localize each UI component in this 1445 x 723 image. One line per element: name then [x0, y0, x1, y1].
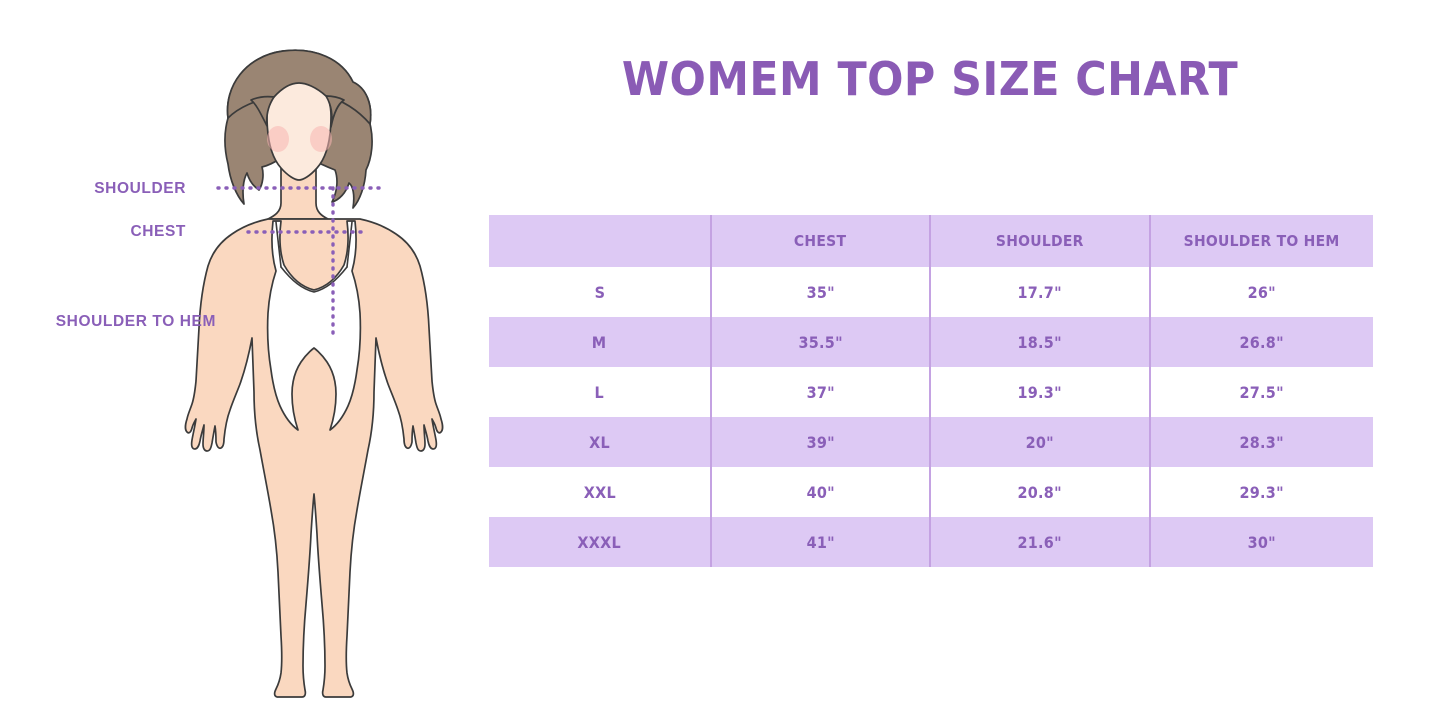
table-row: M 35.5" 18.5" 26.8"	[489, 317, 1373, 367]
cell-size: M	[489, 317, 711, 367]
cell-chest: 39"	[710, 417, 930, 467]
body-silhouette	[184, 218, 444, 698]
measure-label-chest: CHEST	[130, 223, 186, 240]
cell-size: XXL	[489, 467, 711, 517]
cell-shoulder: 18.5"	[929, 317, 1150, 367]
cell-shoulder-to-hem: 30"	[1149, 517, 1373, 567]
cell-size: XL	[489, 417, 711, 467]
cell-shoulder-to-hem-text: 26"	[1247, 282, 1277, 302]
column-header-shoulder: SHOULDER	[929, 215, 1150, 267]
cell-shoulder-to-hem-text: 29.3"	[1239, 482, 1285, 502]
cell-shoulder: 21.6"	[929, 517, 1150, 567]
table-row: L 37" 19.3" 27.5"	[489, 367, 1373, 417]
cell-shoulder: 20"	[929, 417, 1150, 467]
cell-shoulder-to-hem-text: 28.3"	[1239, 432, 1285, 452]
cell-chest-text: 41"	[806, 532, 835, 552]
cell-size: L	[489, 367, 711, 417]
table-row: XXXL 41" 21.6" 30"	[489, 517, 1373, 567]
cell-chest: 40"	[710, 467, 930, 517]
column-header-size	[489, 215, 711, 267]
column-header-chest-text: CHEST	[794, 232, 847, 250]
cell-chest-text: 35"	[806, 282, 835, 302]
cell-size-text: XXXL	[577, 532, 622, 552]
cheek-blush-left	[267, 126, 289, 152]
table-header-row: CHEST SHOULDER SHOULDER TO HEM	[489, 215, 1373, 267]
cell-chest-text: 40"	[806, 482, 835, 502]
cell-chest: 37"	[710, 367, 930, 417]
cell-chest-text: 37"	[806, 382, 835, 402]
camisole-garment	[266, 220, 362, 431]
strap-left	[275, 221, 282, 268]
column-header-chest: CHEST	[710, 215, 930, 267]
cell-chest: 41"	[710, 517, 930, 567]
measure-label-shoulder: SHOULDER	[94, 180, 186, 197]
neckline-curve	[280, 266, 348, 293]
body-figure-illustration	[150, 40, 470, 700]
table-row: XL 39" 20" 28.3"	[489, 417, 1373, 467]
cell-size: S	[489, 267, 711, 317]
size-chart-table: CHEST SHOULDER SHOULDER TO HEM S 35" 17.…	[489, 215, 1373, 567]
cell-shoulder-to-hem-text: 26.8"	[1239, 332, 1285, 352]
column-header-shoulder-to-hem-text: SHOULDER TO HEM	[1184, 232, 1340, 250]
cell-shoulder-to-hem: 26"	[1149, 267, 1373, 317]
cell-shoulder-text: 21.6"	[1017, 532, 1063, 552]
cell-shoulder-to-hem: 26.8"	[1149, 317, 1373, 367]
cell-shoulder-text: 20"	[1025, 432, 1055, 452]
cell-size-text: L	[594, 382, 605, 402]
cell-chest: 35"	[710, 267, 930, 317]
cell-shoulder-text: 20.8"	[1017, 482, 1063, 502]
measure-label-shoulder-to-hem: SHOULDER TO HEM	[55, 313, 216, 330]
cell-size-text: XXL	[583, 482, 616, 502]
cell-shoulder-text: 19.3"	[1017, 382, 1063, 402]
cell-shoulder: 19.3"	[929, 367, 1150, 417]
hair-front-shape	[226, 49, 372, 125]
cell-shoulder-text: 18.5"	[1017, 332, 1063, 352]
cell-shoulder: 20.8"	[929, 467, 1150, 517]
cell-shoulder-to-hem: 29.3"	[1149, 467, 1373, 517]
cell-shoulder-to-hem-text: 27.5"	[1239, 382, 1285, 402]
cell-chest-text: 39"	[806, 432, 835, 452]
cell-size-text: XL	[589, 432, 610, 452]
cheek-blush-right	[310, 126, 332, 152]
column-header-shoulder-text: SHOULDER	[996, 232, 1084, 250]
cell-shoulder: 17.7"	[929, 267, 1150, 317]
cell-shoulder-to-hem-text: 30"	[1247, 532, 1277, 552]
page-title: WOMEM TOP SIZE CHART	[621, 52, 1239, 106]
cell-shoulder-to-hem: 28.3"	[1149, 417, 1373, 467]
cell-chest: 35.5"	[710, 317, 930, 367]
table-row: S 35" 17.7" 26"	[489, 267, 1373, 317]
cell-size: XXXL	[489, 517, 711, 567]
cell-shoulder-to-hem: 27.5"	[1149, 367, 1373, 417]
hair-strand-right	[325, 95, 345, 128]
column-header-shoulder-to-hem: SHOULDER TO HEM	[1149, 215, 1373, 267]
cell-size-text: M	[592, 332, 607, 352]
hair-strand-left	[250, 95, 275, 127]
cell-chest-text: 35.5"	[798, 332, 843, 352]
strap-right	[346, 221, 353, 268]
table-row: XXL 40" 20.8" 29.3"	[489, 467, 1373, 517]
cell-size-text: S	[594, 282, 605, 302]
cell-shoulder-text: 17.7"	[1017, 282, 1063, 302]
